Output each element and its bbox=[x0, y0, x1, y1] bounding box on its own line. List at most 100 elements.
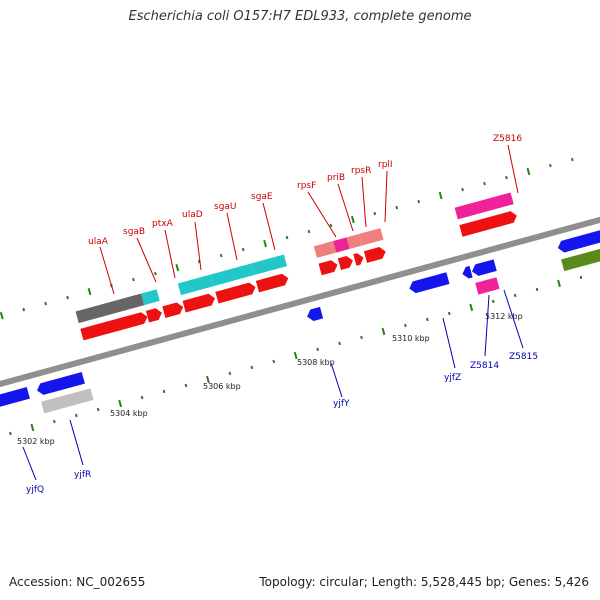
gene-feature-pink bbox=[313, 241, 337, 258]
lower-tick-row bbox=[9, 275, 583, 436]
gene-label-Z5814: Z5814 bbox=[470, 361, 499, 371]
leader-top bbox=[337, 183, 354, 232]
gene-arrow-reverse bbox=[37, 372, 85, 395]
minor-tick bbox=[404, 323, 407, 328]
genome-track bbox=[0, 157, 600, 436]
minor-tick bbox=[461, 187, 464, 192]
gene-arrow-reverse bbox=[409, 272, 450, 294]
gene-label-yjfQ: yjfQ bbox=[26, 485, 44, 495]
leader-top bbox=[136, 237, 157, 283]
leader-top bbox=[307, 191, 337, 238]
coordinate-label: 5310 kbp bbox=[392, 334, 430, 343]
minor-tick bbox=[74, 413, 78, 418]
minor-tick bbox=[548, 163, 552, 168]
gene-arrow-reverse bbox=[307, 306, 324, 322]
leader-bottom bbox=[484, 294, 490, 357]
leader-top bbox=[194, 221, 202, 271]
upper-tick-row bbox=[0, 157, 574, 320]
gene-arrow-reverse bbox=[557, 230, 600, 253]
minor-tick bbox=[22, 307, 26, 312]
major-tick bbox=[293, 351, 298, 360]
gene-label-rpsR: rpsR bbox=[351, 166, 371, 176]
gene-feature-lightgray bbox=[41, 388, 94, 414]
cds-arrow bbox=[255, 273, 289, 293]
coordinate-label: 5302 kbp bbox=[17, 437, 55, 446]
cds-arrow bbox=[80, 312, 148, 341]
minor-tick bbox=[66, 295, 69, 300]
minor-tick bbox=[52, 419, 56, 424]
cds-arrow bbox=[145, 308, 162, 323]
major-tick bbox=[263, 239, 267, 248]
minor-tick bbox=[250, 365, 254, 370]
cds-arrow bbox=[318, 260, 338, 276]
leader-bottom bbox=[442, 317, 456, 369]
gene-label-ptxA: ptxA bbox=[152, 219, 174, 229]
minor-tick bbox=[285, 235, 289, 240]
major-tick bbox=[438, 191, 443, 200]
minor-tick bbox=[338, 341, 341, 346]
gene-label-Z5816: Z5816 bbox=[493, 134, 522, 144]
gene-feature-cyan bbox=[141, 289, 160, 306]
accession-text: Accession: NC_002655 bbox=[9, 575, 146, 589]
cds-arrow bbox=[182, 293, 215, 313]
minor-tick bbox=[505, 175, 508, 180]
leader-bottom bbox=[22, 446, 37, 481]
minor-tick bbox=[395, 205, 399, 210]
gene-label-rpsF: rpsF bbox=[297, 181, 316, 191]
major-tick bbox=[175, 263, 180, 272]
leader-top bbox=[99, 246, 115, 295]
gene-feature-pink bbox=[359, 228, 384, 246]
minor-tick bbox=[513, 293, 517, 298]
minor-tick bbox=[447, 311, 451, 316]
gene-feature-cyan bbox=[210, 263, 255, 287]
leader-bottom bbox=[503, 289, 524, 349]
gene-feature-cyan bbox=[177, 274, 214, 296]
leader-bottom bbox=[69, 419, 84, 466]
genome-backbone bbox=[0, 212, 600, 390]
minor-tick bbox=[241, 247, 245, 252]
minor-tick bbox=[44, 301, 48, 306]
gene-label-ulaD: ulaD bbox=[182, 210, 203, 220]
minor-tick bbox=[373, 211, 377, 216]
minor-tick bbox=[426, 317, 429, 322]
minor-tick bbox=[272, 359, 276, 364]
gene-arrow-reverse bbox=[0, 387, 30, 407]
minor-tick bbox=[96, 407, 100, 412]
major-tick bbox=[30, 423, 35, 432]
minor-tick bbox=[491, 299, 495, 304]
gene-label-sgaU: sgaU bbox=[214, 202, 237, 212]
minor-tick bbox=[154, 271, 157, 276]
coordinate-label: 5312 kbp bbox=[485, 312, 523, 321]
gene-arrow-reverse bbox=[472, 259, 497, 276]
major-tick bbox=[87, 287, 92, 296]
minor-tick bbox=[228, 371, 232, 376]
minor-tick bbox=[307, 229, 311, 234]
gene-label-sgaE: sgaE bbox=[251, 192, 273, 202]
major-tick bbox=[350, 215, 355, 224]
gene-feature-cyan bbox=[251, 254, 288, 276]
major-tick bbox=[206, 375, 210, 384]
major-tick bbox=[381, 327, 386, 336]
gene-labels-reverse: yjfQ yjfR yjfY yjfZ Z5814 Z5815 bbox=[26, 352, 538, 495]
gene-label-ulaA: ulaA bbox=[88, 237, 109, 247]
cds-arrow bbox=[162, 302, 184, 319]
gene-label-priB: priB bbox=[327, 173, 345, 183]
minor-tick bbox=[140, 395, 144, 400]
gene-label-Z5815: Z5815 bbox=[509, 352, 538, 362]
major-tick bbox=[0, 311, 4, 320]
leader-top bbox=[361, 176, 367, 228]
cds-arrow bbox=[337, 256, 353, 270]
gene-label-sgaB: sgaB bbox=[123, 227, 145, 237]
cds-arrow bbox=[215, 282, 256, 304]
minor-tick bbox=[579, 275, 583, 280]
cds-arrow bbox=[353, 253, 364, 266]
minor-tick bbox=[132, 277, 135, 282]
minor-tick bbox=[184, 383, 188, 388]
gene-label-rplI: rplI bbox=[378, 160, 393, 170]
minor-tick bbox=[162, 389, 166, 394]
minor-tick bbox=[329, 223, 333, 228]
genome-title: Escherichia coli O157:H7 EDL933, complet… bbox=[128, 9, 472, 24]
leader-top bbox=[164, 229, 176, 279]
coordinate-labels: 5302 kbp 5304 kbp 5306 kbp 5308 kbp 5310… bbox=[17, 312, 523, 446]
